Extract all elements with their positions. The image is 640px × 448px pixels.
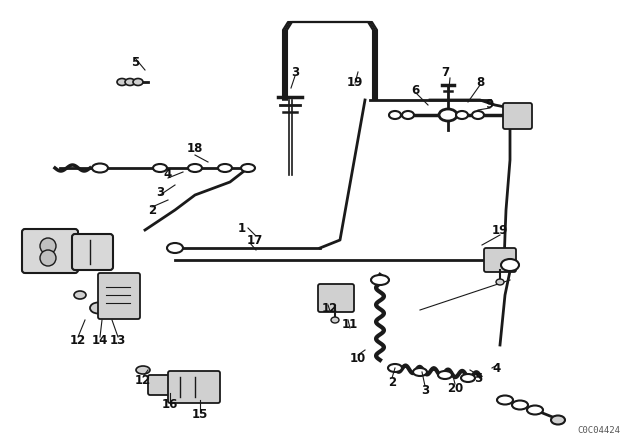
Ellipse shape (92, 164, 108, 172)
Text: 13: 13 (110, 333, 126, 346)
Ellipse shape (218, 164, 232, 172)
Text: C0C04424: C0C04424 (577, 426, 620, 435)
Text: 4: 4 (493, 362, 501, 375)
Ellipse shape (90, 302, 106, 314)
FancyBboxPatch shape (148, 375, 182, 395)
Text: 19: 19 (347, 77, 363, 90)
Ellipse shape (456, 111, 468, 119)
Text: 10: 10 (350, 352, 366, 365)
Text: 12: 12 (70, 333, 86, 346)
Ellipse shape (527, 405, 543, 414)
Ellipse shape (512, 401, 528, 409)
Ellipse shape (74, 291, 86, 299)
Ellipse shape (472, 111, 484, 119)
Ellipse shape (125, 78, 135, 86)
Text: 20: 20 (447, 382, 463, 395)
Text: 6: 6 (411, 83, 419, 96)
Ellipse shape (153, 164, 167, 172)
Ellipse shape (461, 374, 475, 382)
Ellipse shape (388, 364, 402, 372)
Text: 2: 2 (388, 375, 396, 388)
Circle shape (40, 238, 56, 254)
Text: 19: 19 (492, 224, 508, 237)
Text: 16: 16 (162, 399, 178, 412)
FancyBboxPatch shape (22, 229, 78, 273)
Text: 7: 7 (441, 65, 449, 78)
Ellipse shape (167, 243, 183, 253)
Text: 5: 5 (474, 371, 482, 384)
Ellipse shape (439, 109, 457, 121)
FancyBboxPatch shape (98, 273, 140, 319)
Text: 3: 3 (421, 383, 429, 396)
Ellipse shape (241, 164, 255, 172)
Ellipse shape (133, 78, 143, 86)
Text: 3: 3 (291, 66, 299, 79)
Text: 18: 18 (187, 142, 203, 155)
Ellipse shape (497, 396, 513, 405)
Ellipse shape (371, 275, 389, 285)
Text: 14: 14 (92, 333, 108, 346)
Text: 11: 11 (342, 319, 358, 332)
Ellipse shape (389, 111, 401, 119)
Text: 12: 12 (135, 374, 151, 387)
Text: 15: 15 (192, 409, 208, 422)
Text: 17: 17 (247, 233, 263, 246)
Ellipse shape (438, 371, 452, 379)
Circle shape (40, 250, 56, 266)
Text: 5: 5 (131, 56, 139, 69)
Ellipse shape (402, 111, 414, 119)
Text: 8: 8 (476, 76, 484, 89)
FancyBboxPatch shape (318, 284, 354, 312)
Text: 12: 12 (322, 302, 338, 314)
Text: 9: 9 (486, 99, 494, 112)
FancyBboxPatch shape (503, 103, 532, 129)
Ellipse shape (496, 279, 504, 285)
Text: 3: 3 (156, 185, 164, 198)
Ellipse shape (413, 368, 427, 376)
Text: 2: 2 (148, 203, 156, 216)
Ellipse shape (117, 78, 127, 86)
Ellipse shape (551, 415, 565, 425)
Ellipse shape (501, 259, 519, 271)
Text: 4: 4 (164, 168, 172, 181)
FancyBboxPatch shape (72, 234, 113, 270)
Text: 1: 1 (238, 221, 246, 234)
Ellipse shape (136, 366, 150, 374)
FancyBboxPatch shape (484, 248, 516, 272)
Ellipse shape (331, 317, 339, 323)
Ellipse shape (188, 164, 202, 172)
FancyBboxPatch shape (168, 371, 220, 403)
